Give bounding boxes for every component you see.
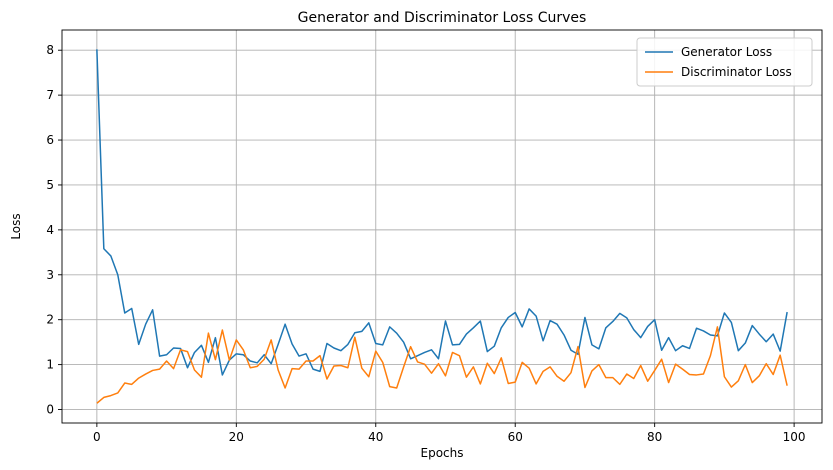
x-tick-label: 20	[229, 430, 244, 444]
generator-loss-line	[96, 49, 788, 376]
x-tick-label: 80	[647, 430, 662, 444]
y-tick-label: 2	[46, 313, 54, 327]
y-tick-label: 1	[46, 358, 54, 372]
y-tick-label: 0	[46, 403, 54, 417]
y-tick-label: 4	[46, 223, 54, 237]
x-tick-label: 60	[508, 430, 523, 444]
series-lines	[96, 49, 788, 404]
legend: Generator Loss Discriminator Loss	[636, 37, 813, 87]
y-axis-title: Loss	[9, 213, 23, 239]
legend-box	[636, 37, 813, 87]
y-tick-label: 7	[46, 88, 54, 102]
x-tick-label: 0	[93, 430, 101, 444]
y-tick-label: 3	[46, 268, 54, 282]
y-tick-label: 8	[46, 43, 54, 57]
legend-label: Generator Loss	[681, 45, 772, 59]
x-tick-label: 40	[368, 430, 383, 444]
discriminator-loss-line	[96, 326, 788, 404]
y-tick-label: 5	[46, 178, 54, 192]
axis-ticks: 0 20 40 60 80 100 0 1 2 3 4 5 6 7 8	[46, 43, 805, 444]
legend-label: Discriminator Loss	[681, 65, 792, 79]
grid-lines	[62, 30, 822, 423]
x-tick-label: 100	[783, 430, 806, 444]
chart-title: Generator and Discriminator Loss Curves	[298, 10, 587, 26]
plot-frame	[61, 29, 823, 424]
x-axis-title: Epochs	[421, 446, 464, 460]
y-tick-label: 6	[46, 133, 54, 147]
